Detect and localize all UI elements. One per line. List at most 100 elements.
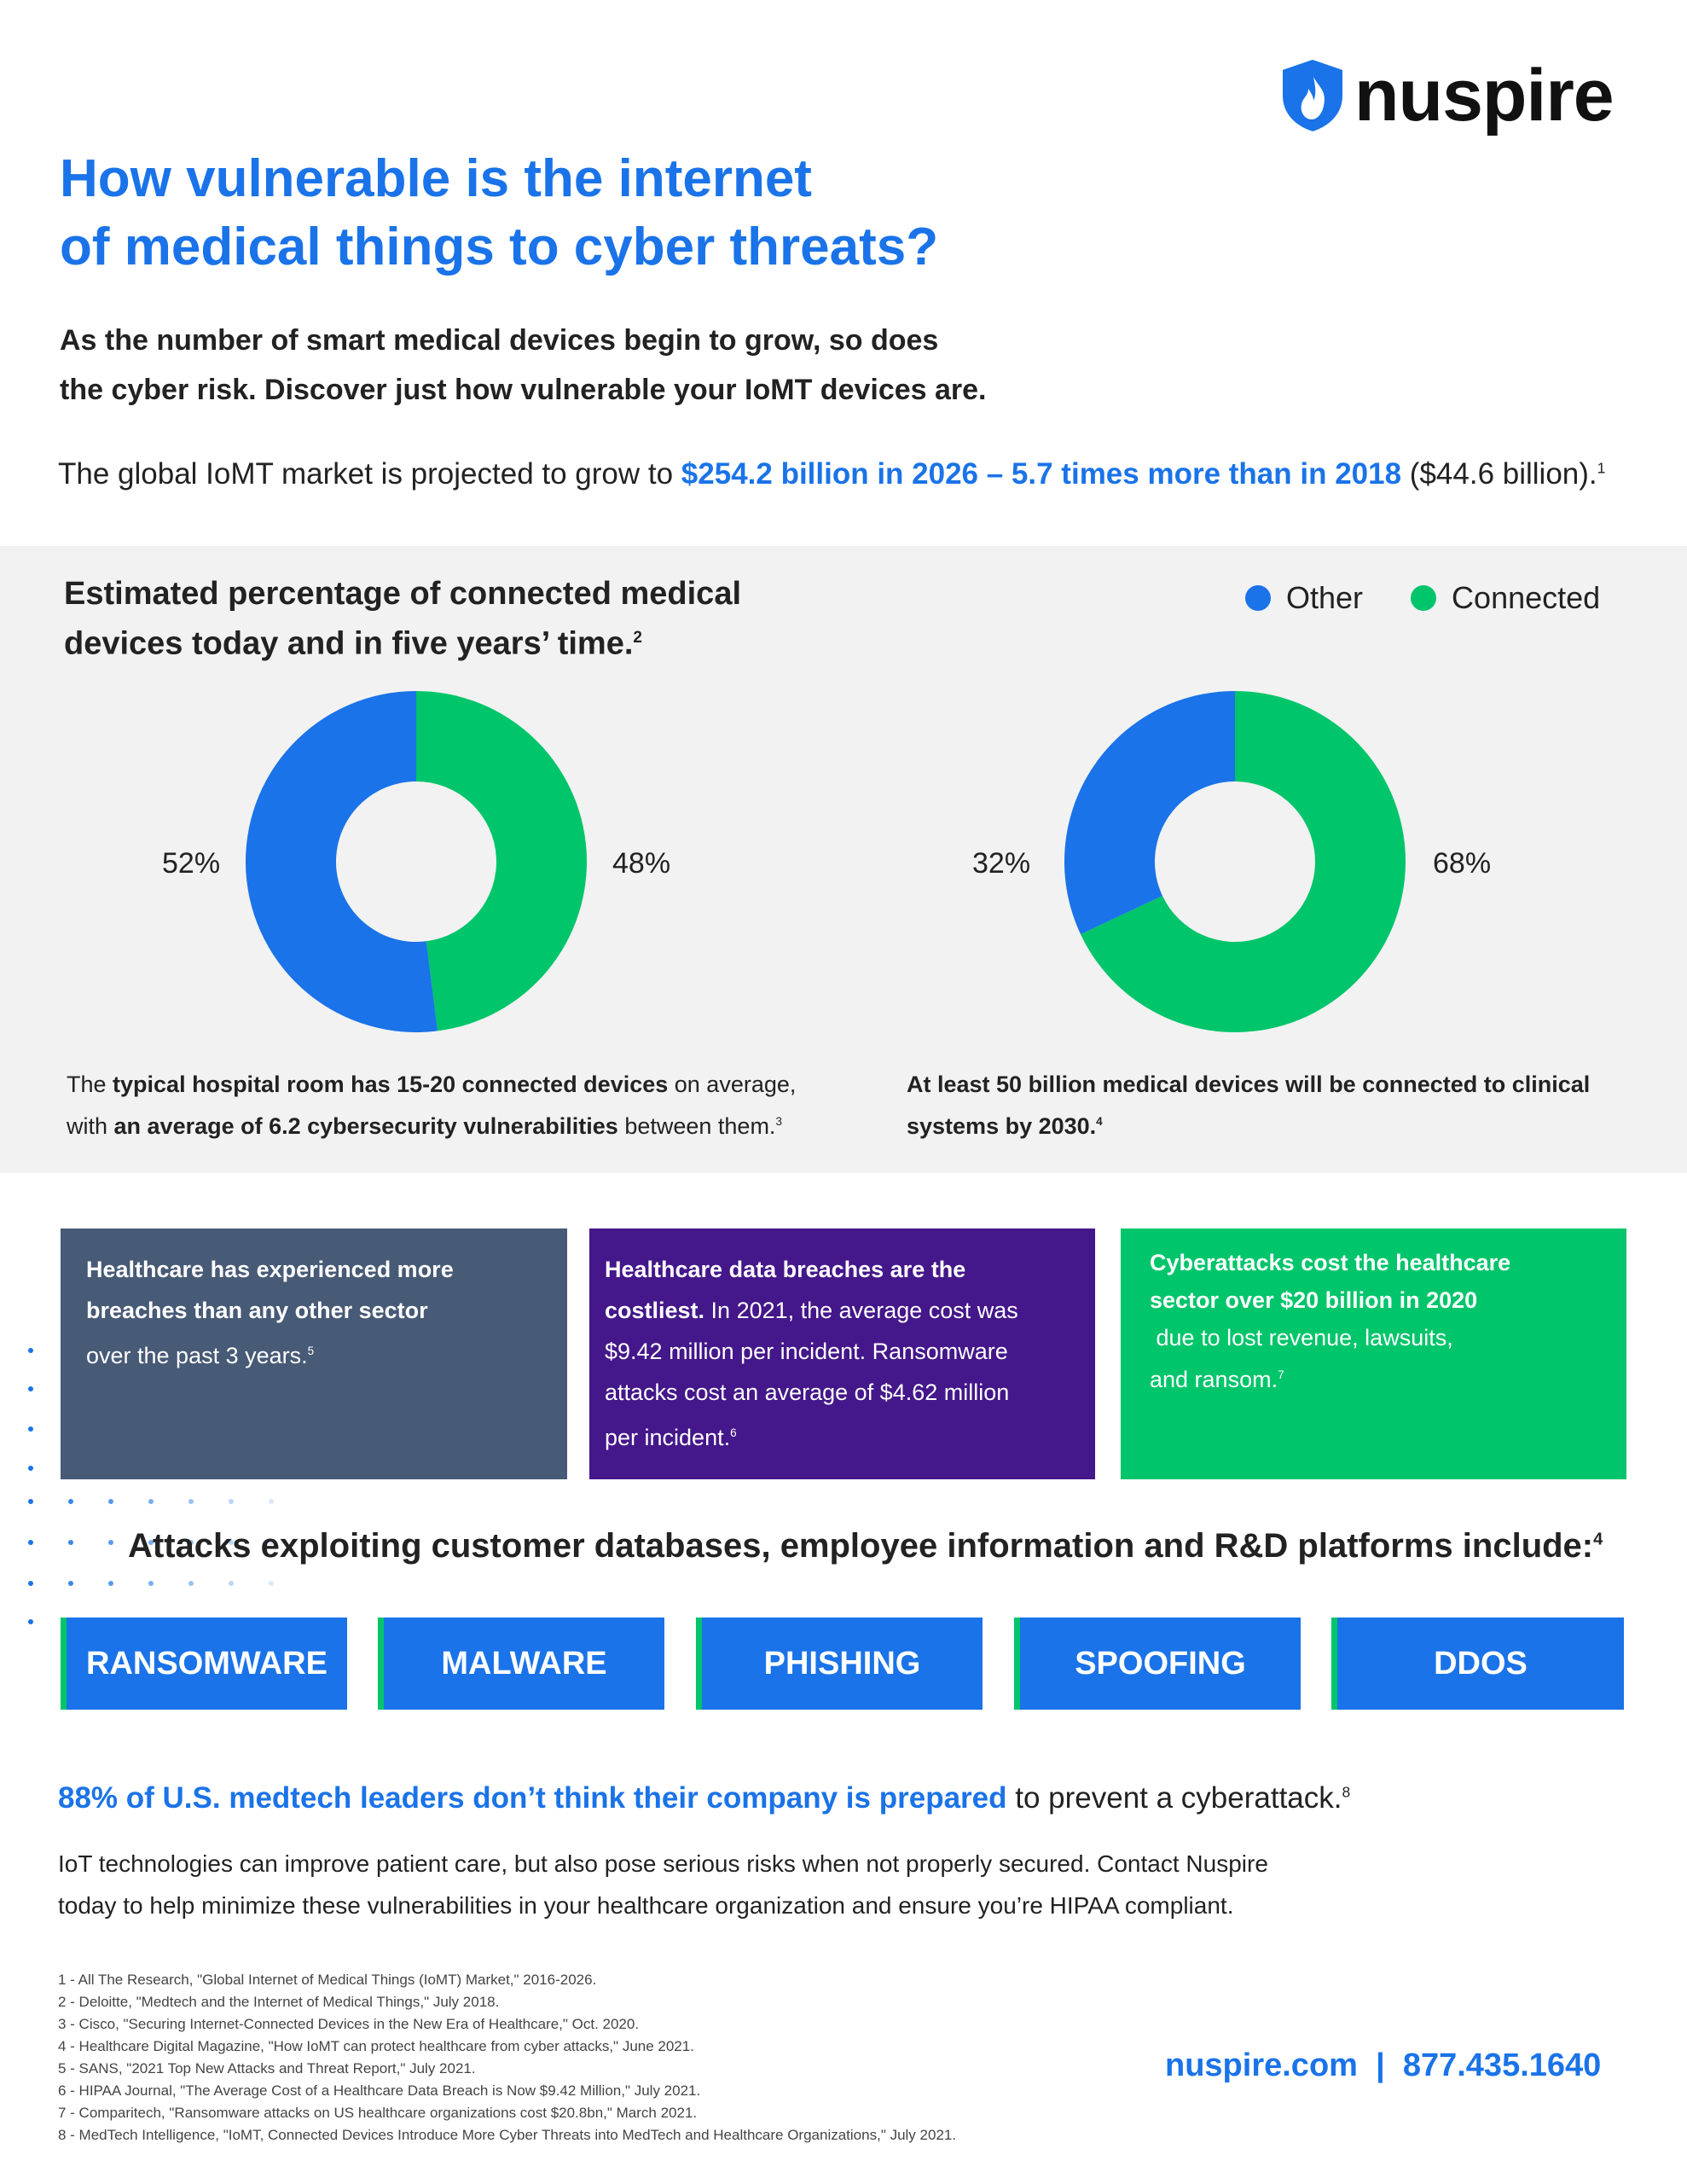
decorative-dot	[68, 1499, 73, 1504]
footnote-item: 1 - All The Research, "Global Internet o…	[58, 1972, 597, 1988]
decorative-dot	[269, 1540, 274, 1545]
box-text: due to lost revenue, lawsuits,	[1156, 1325, 1453, 1350]
chart-section-title: Estimated percentage of connected medica…	[64, 572, 832, 666]
chart-title-line-2: devices today and in five years’ time.	[64, 625, 634, 662]
decorative-dot	[229, 1540, 234, 1545]
website-link[interactable]: nuspire.com	[1165, 2048, 1358, 2083]
decorative-dot	[148, 1581, 154, 1586]
footnote-item: 4 - Healthcare Digital Magazine, "How Io…	[58, 2038, 694, 2054]
footnote-ref: 4	[1593, 1530, 1603, 1549]
donut-chart-five-years	[1064, 691, 1406, 1032]
medtech-stat: 88% of U.S. medtech leaders don’t think …	[58, 1781, 1350, 1815]
note-bold: typical hospital room has 15-20 connecte…	[113, 1072, 669, 1097]
box-text: attacks cost an average of $4.62 million	[605, 1380, 1010, 1405]
footnote-item: 3 - Cisco, "Securing Internet-Connected …	[58, 2016, 640, 2032]
market-statement: The global IoMT market is projected to g…	[58, 457, 1661, 491]
hospital-room-note: The typical hospital room has 15-20 conn…	[67, 1066, 885, 1145]
call-to-action: IoT technologies can improve patient car…	[58, 1843, 1423, 1926]
stat-box-costliest: Healthcare data breaches are the costlie…	[589, 1228, 1095, 1479]
contact-info: nuspire.com | 877.435.1640	[1165, 2048, 1601, 2084]
title-line-1: How vulnerable is the internet	[60, 149, 812, 208]
footnote-item: 2 - Deloitte, "Medtech and the Internet …	[58, 1994, 500, 2010]
donut-chart-today	[246, 691, 587, 1032]
footnote-ref: 3	[775, 1115, 782, 1128]
note-text: on average,	[668, 1072, 797, 1097]
page-title: How vulnerable is the internet of medica…	[60, 145, 1254, 282]
decorative-dot	[148, 1540, 154, 1545]
attack-tile-phishing: PHISHING	[696, 1618, 983, 1710]
footnote-ref: 4	[1096, 1115, 1103, 1128]
decorative-dot	[28, 1348, 33, 1353]
market-highlight: $254.2 billion in 2026 – 5.7 times more …	[681, 457, 1402, 491]
legend-item-other: Other	[1245, 580, 1363, 616]
note-bold: an average of 6.2 cybersecurity vulnerab…	[113, 1113, 618, 1139]
pct-label-right-other: 32%	[972, 847, 1031, 880]
legend-swatch-connected	[1411, 585, 1437, 611]
box-bold-text: breaches than any other sector	[86, 1298, 428, 1323]
box-bold-text: Healthcare data breaches are the	[605, 1257, 966, 1282]
decorative-dot	[269, 1581, 274, 1586]
footnote-ref: 2	[633, 629, 642, 647]
pct-label-left-other: 52%	[162, 847, 221, 880]
decorative-dot	[28, 1426, 33, 1432]
cta-line-2: today to help minimize these vulnerabili…	[58, 1892, 1234, 1919]
donut-slice-connected	[416, 691, 587, 1031]
market-prefix: The global IoMT market is projected to g…	[58, 457, 681, 491]
decorative-dot	[188, 1540, 194, 1545]
footnote-item: 5 - SANS, "2021 Top New Attacks and Thre…	[58, 2060, 476, 2077]
subhead-line-2: the cyber risk. Discover just how vulner…	[60, 374, 987, 406]
decorative-dot	[28, 1499, 33, 1504]
chart-title-line-1: Estimated percentage of connected medica…	[64, 576, 742, 612]
donut-slice-other	[1064, 691, 1235, 935]
subheading: As the number of smart medical devices b…	[60, 316, 1168, 415]
box-bold-text: costliest.	[605, 1298, 705, 1323]
decorative-dot	[68, 1581, 73, 1586]
phone-number[interactable]: 877.435.1640	[1402, 2048, 1602, 2083]
box-bold-text: sector over $20 billion in 2020	[1150, 1287, 1478, 1313]
box-text: In 2021, the average cost was	[704, 1298, 1018, 1323]
legend-item-connected: Connected	[1411, 580, 1600, 616]
pct-label-right-connected: 68%	[1433, 847, 1492, 880]
devices-2030-note: At least 50 billion medical devices will…	[907, 1066, 1657, 1145]
footnote-ref: 1	[1597, 459, 1606, 477]
footnote-ref: 7	[1278, 1368, 1284, 1381]
decorative-dot	[68, 1540, 73, 1545]
cta-line-1: IoT technologies can improve patient car…	[58, 1850, 1268, 1877]
legend-swatch-other	[1245, 585, 1271, 611]
nuspire-logo: nuspire	[1279, 53, 1615, 138]
pct-label-left-connected: 48%	[612, 847, 671, 880]
attacks-heading: Attacks exploiting customer databases, e…	[128, 1527, 1603, 1565]
decorative-dot	[229, 1581, 234, 1586]
footnotes-list: 1 - All The Research, "Global Internet o…	[58, 1969, 1252, 2146]
box-text: and ransom.	[1150, 1367, 1278, 1392]
decorative-dot	[28, 1540, 33, 1545]
box-text: per incident.	[605, 1425, 731, 1450]
box-bold-text: Cyberattacks cost the healthcare	[1150, 1250, 1511, 1275]
stat-box-breaches: Healthcare has experienced more breaches…	[61, 1228, 567, 1479]
title-line-2: of medical things to cyber threats?	[60, 218, 939, 276]
donut-slice-connected	[1081, 691, 1406, 1032]
market-suffix: ($44.6 billion).	[1401, 457, 1597, 491]
shield-flame-icon	[1283, 60, 1342, 131]
brand-wordmark: nuspire	[1354, 54, 1615, 136]
stat-highlight: 88% of U.S. medtech leaders don’t think …	[58, 1781, 1007, 1815]
footnote-ref: 5	[307, 1345, 315, 1357]
note-text: between them.	[617, 1113, 776, 1139]
decorative-dot	[28, 1619, 33, 1624]
decorative-dot	[108, 1499, 113, 1504]
attack-tile-malware: MALWARE	[378, 1618, 664, 1710]
attacks-heading-text: Attacks exploiting customer databases, e…	[128, 1527, 1594, 1565]
decorative-dot	[229, 1499, 234, 1504]
footnote-item: 7 - Comparitech, "Ransomware attacks on …	[58, 2105, 698, 2121]
decorative-dot	[188, 1499, 194, 1504]
contact-separator: |	[1376, 2048, 1385, 2083]
legend-label-other: Other	[1286, 580, 1364, 615]
chart-legend: Other Connected	[1245, 580, 1600, 616]
decorative-dot	[269, 1499, 274, 1504]
footnote-ref: 8	[1342, 1783, 1351, 1801]
note-text: The	[67, 1072, 113, 1097]
stat-box-cost: Cyberattacks cost the healthcare sector …	[1121, 1228, 1626, 1479]
box-text: $9.42 million per incident. Ransomware	[605, 1339, 1008, 1364]
decorative-dot	[108, 1540, 113, 1545]
decorative-dot	[108, 1581, 113, 1586]
